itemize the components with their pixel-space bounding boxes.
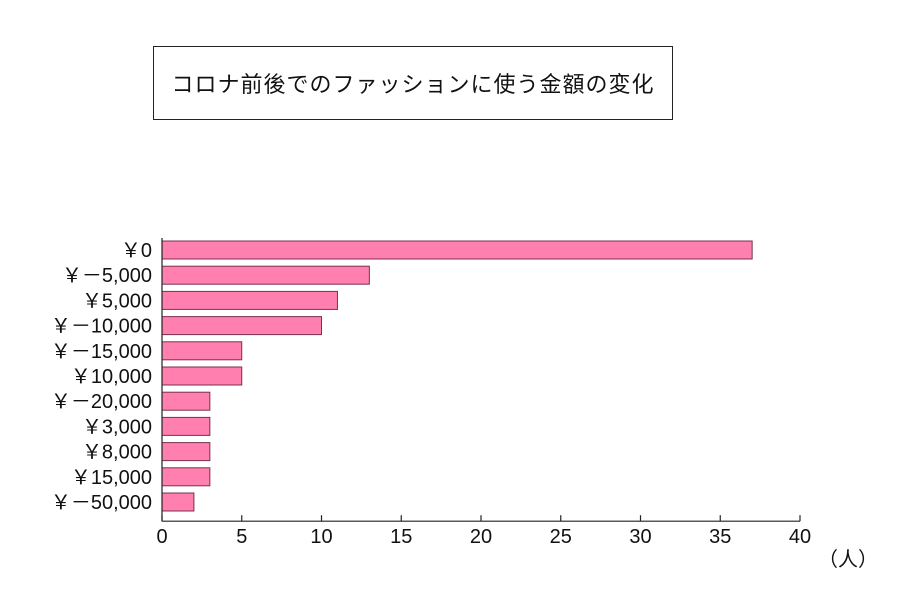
category-label-3: ￥－10,000 [51,316,152,338]
bar-7 [161,416,211,436]
bar-0 [161,240,753,260]
x-tick-label-6: 30 [629,526,651,548]
category-label-4: ￥－15,000 [51,341,152,363]
x-tick-label-3: 15 [390,526,412,548]
x-tick-label-7: 35 [709,526,731,548]
x-tick-label-5: 25 [550,526,572,548]
chart-title: コロナ前後でのファッションに使う金額の変化 [153,46,673,120]
category-label-1: ￥－5,000 [62,265,152,287]
category-label-5: ￥10,000 [71,366,152,388]
bar-5 [161,366,243,386]
bar-10 [161,492,195,512]
bar-1 [161,265,370,285]
category-label-10: ￥－50,000 [51,492,152,514]
x-tick-label-1: 5 [236,526,247,548]
category-label-6: ￥－20,000 [51,391,152,413]
bar-4 [161,341,243,361]
category-labels: ￥0 ￥－5,000 ￥5,000 ￥－10,000 ￥－15,000 ￥10,000 ￥－… [51,240,152,514]
x-axis-unit: （人） [818,547,878,571]
category-label-9: ￥15,000 [71,467,152,489]
bar-6 [161,391,211,411]
x-tick-label-2: 10 [310,526,332,548]
x-tick-label-8: 40 [789,526,811,548]
category-label-2: ￥5,000 [82,290,152,312]
x-tick-label-0: 0 [156,526,167,548]
bar-3 [161,316,322,336]
category-label-8: ￥8,000 [82,442,152,464]
category-label-7: ￥3,000 [82,416,152,438]
bar-9 [161,467,211,487]
x-tick-label-4: 20 [470,526,492,548]
x-ticks: 0 5 10 15 20 25 30 35 40 [156,515,811,548]
bar-2 [161,290,338,310]
category-label-0: ￥0 [121,240,152,262]
bars-group [161,240,753,512]
bar-8 [161,442,211,462]
